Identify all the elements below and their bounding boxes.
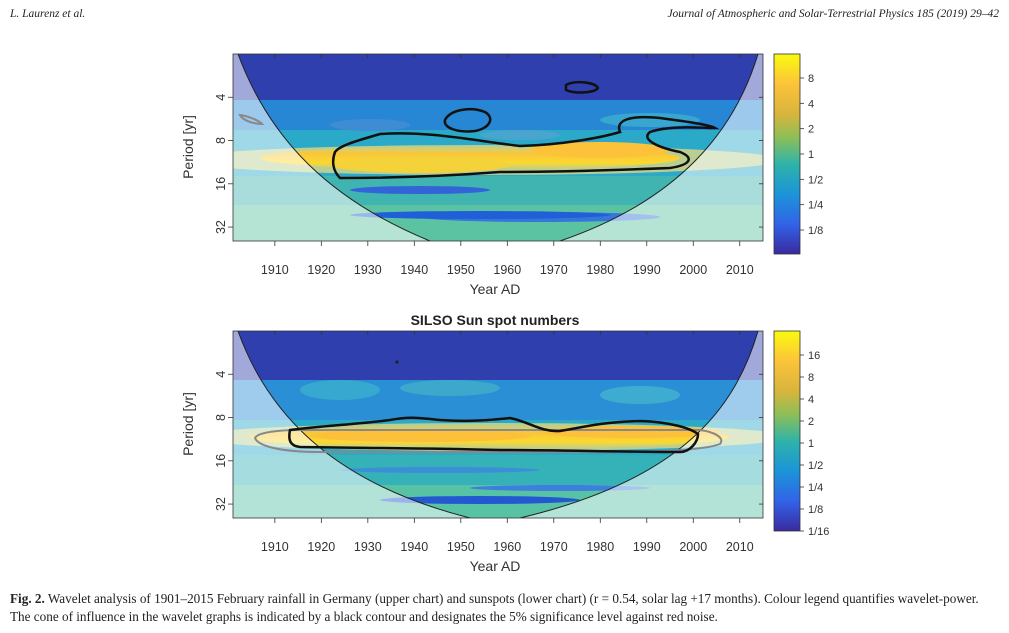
x-tick-label: 1980	[586, 263, 614, 277]
lower-plot-frame	[232, 330, 764, 519]
colorbar-tick-label: 1/2	[808, 460, 823, 472]
lower-colorbar	[773, 330, 801, 532]
x-tick-label: 1930	[354, 540, 382, 554]
colorbar-tick-label: 1/4	[808, 200, 823, 212]
colorbar-tick-label: 4	[808, 98, 814, 110]
y-tick-label: 4	[214, 371, 228, 378]
colorbar-tick-label: 1	[808, 149, 814, 161]
upper-colorbar-ticks: 8 4 2 1 1/2 1/4 1/8	[800, 73, 823, 237]
x-tick-label: 1950	[447, 540, 475, 554]
y-tick-label: 8	[214, 137, 228, 144]
y-tick-label: 32	[214, 220, 228, 234]
x-tick-label: 1920	[307, 263, 335, 277]
running-header-authors: L. Laurenz et al.	[10, 8, 86, 20]
x-tick-label: 1970	[540, 540, 568, 554]
caption-text: Wavelet analysis of 1901–2015 February r…	[10, 591, 979, 624]
x-tick-label: 2000	[679, 263, 707, 277]
x-tick-label: 2010	[726, 263, 754, 277]
lower-colorbar-ticks: 16 8 4 2 1 1/2 1/4 1/8 1/16	[800, 350, 829, 538]
colorbar-tick-label: 8	[808, 372, 814, 384]
x-tick-label: 1990	[633, 540, 661, 554]
x-tick-label: 1910	[261, 263, 289, 277]
lower-x-axis-label: Year AD	[470, 558, 521, 574]
upper-axes: 1910 1920 1930 1940 1950 1960 1970 1980 1990 2000…	[214, 54, 763, 277]
wavelet-figure: 1910 1920 1930 1940 1950 1960 1970 1980 1990 2000…	[180, 53, 829, 574]
figure-caption: Fig. 2. Wavelet analysis of 1901–2015 Fe…	[10, 590, 1000, 626]
x-tick-label: 1940	[400, 540, 428, 554]
colorbar-tick-label: 1/8	[808, 225, 823, 237]
colorbar-tick-label: 1	[808, 438, 814, 450]
y-tick-label: 8	[214, 414, 228, 421]
x-tick-label: 1940	[400, 263, 428, 277]
caption-label: Fig. 2.	[10, 591, 45, 606]
x-tick-label: 1960	[493, 540, 521, 554]
running-header-journal: Journal of Atmospheric and Solar-Terrest…	[667, 8, 999, 20]
x-tick-label: 1930	[354, 263, 382, 277]
upper-y-axis-label: Period [yr]	[180, 115, 196, 179]
x-tick-label: 1990	[633, 263, 661, 277]
x-tick-label: 1950	[447, 263, 475, 277]
colorbar-tick-label: 2	[808, 124, 814, 136]
colorbar-tick-label: 16	[808, 350, 820, 362]
colorbar-tick-label: 1/8	[808, 504, 823, 516]
colorbar-tick-label: 2	[808, 416, 814, 428]
lower-y-axis-label: Period [yr]	[180, 392, 196, 456]
x-tick-label: 1970	[540, 263, 568, 277]
upper-colorbar	[773, 53, 801, 255]
x-tick-label: 2000	[679, 540, 707, 554]
x-tick-label: 1920	[307, 540, 335, 554]
lower-axes: 1910 1920 1930 1940 1950 1960 1970 1980 1990 2000…	[214, 331, 763, 554]
colorbar-tick-label: 4	[808, 394, 814, 406]
y-tick-label: 16	[214, 454, 228, 468]
y-tick-label: 16	[214, 177, 228, 191]
colorbar-tick-label: 1/2	[808, 174, 823, 186]
lower-wavelet-plot	[233, 331, 763, 518]
x-tick-label: 2010	[726, 540, 754, 554]
y-tick-label: 4	[214, 94, 228, 101]
upper-wavelet-plot	[233, 54, 763, 241]
colorbar-tick-label: 8	[808, 73, 814, 85]
colorbar-tick-label: 1/16	[808, 526, 829, 538]
x-tick-label: 1960	[493, 263, 521, 277]
y-tick-label: 32	[214, 497, 228, 511]
x-tick-label: 1910	[261, 540, 289, 554]
x-tick-label: 1980	[586, 540, 614, 554]
lower-chart-title: SILSO Sun spot numbers	[411, 312, 580, 328]
upper-x-axis-label: Year AD	[470, 281, 521, 297]
upper-plot-frame	[232, 53, 764, 242]
colorbar-tick-label: 1/4	[808, 482, 823, 494]
